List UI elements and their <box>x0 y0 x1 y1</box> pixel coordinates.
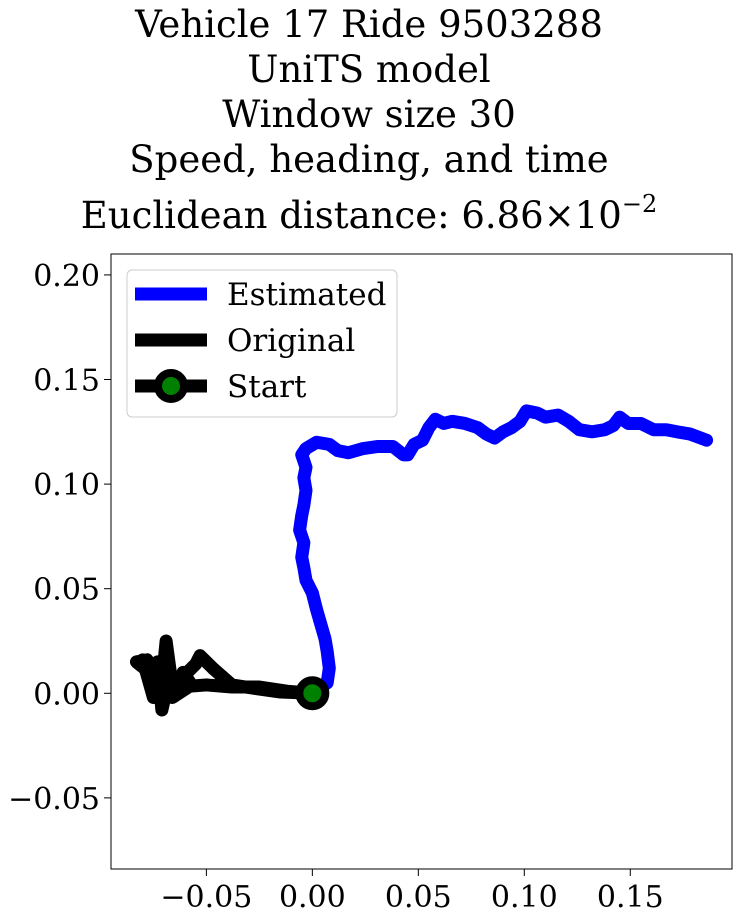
y-tick-label: 0.05 <box>33 573 100 608</box>
series-original-line <box>129 634 319 717</box>
title-line-4: Speed, heading, and time <box>129 138 609 181</box>
x-tick-label: 0.05 <box>385 880 452 915</box>
metric-times: × <box>543 194 575 237</box>
title-line-2: UniTS model <box>247 48 491 91</box>
metric-label: Euclidean distance: <box>80 194 450 237</box>
series-layer <box>129 404 714 717</box>
y-tick-label: 0.10 <box>33 468 100 503</box>
legend-label-original: Original <box>227 323 355 359</box>
x-tick-label: 0.15 <box>597 880 664 915</box>
y-tick-label: 0.20 <box>33 259 100 294</box>
x-tick-label: 0.10 <box>491 880 558 915</box>
x-tick-label: −0.05 <box>160 880 252 915</box>
metric-base: 10 <box>574 194 622 237</box>
start-marker <box>295 676 330 711</box>
plot-frame <box>110 253 733 870</box>
series-estimated-line <box>293 404 714 700</box>
title-line-5: Euclidean distance: 6.86×10−2 <box>0 182 738 238</box>
legend: Estimated Original Start <box>126 269 398 418</box>
ticks-layer: −0.05 0.00 0.05 0.10 0.15 −0.05 0.00 0.05 0.10 0.… <box>8 259 664 915</box>
y-tick-label: −0.05 <box>8 782 100 817</box>
legend-label-start: Start <box>227 369 307 405</box>
chart-title: Vehicle 17 Ride 9503288 UniTS model Wind… <box>0 0 738 238</box>
metric-mantissa: 6.86 <box>461 194 544 237</box>
metric-exponent: −2 <box>621 190 658 218</box>
title-line-3: Window size 30 <box>222 93 516 136</box>
y-tick-label: 0.15 <box>33 364 100 399</box>
legend-start-marker <box>154 369 188 403</box>
title-line-1: Vehicle 17 Ride 9503288 <box>135 3 603 46</box>
x-tick-label: 0.00 <box>279 880 346 915</box>
y-tick-label: 0.00 <box>33 677 100 712</box>
legend-label-estimated: Estimated <box>227 277 386 313</box>
